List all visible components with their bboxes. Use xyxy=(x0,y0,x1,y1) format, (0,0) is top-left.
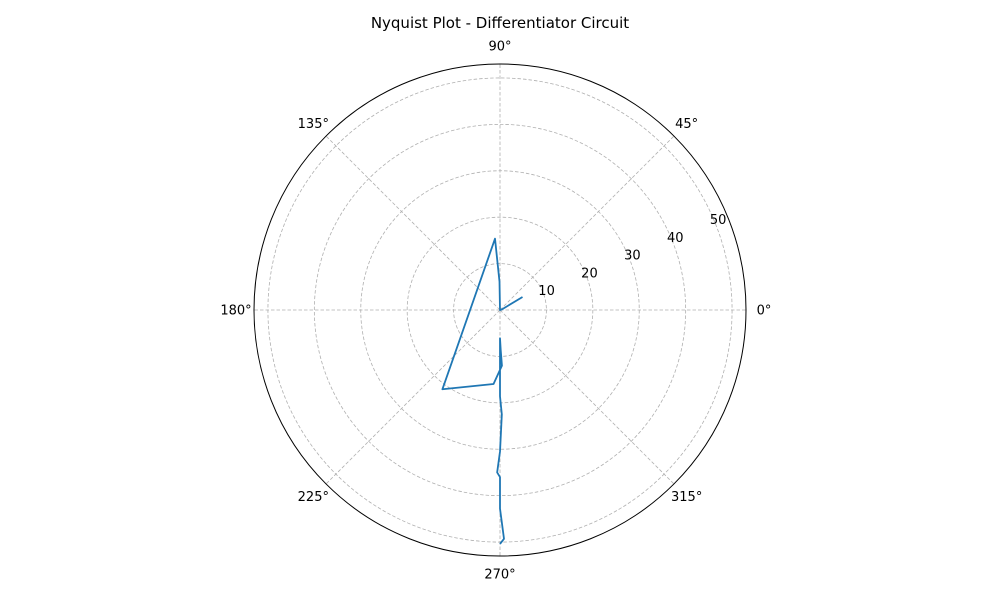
angular-tick-label: 45° xyxy=(675,117,698,132)
angular-gridline-3 xyxy=(325,135,501,311)
radial-tick-label: 50 xyxy=(710,213,727,228)
radial-tick-label: 20 xyxy=(581,266,598,281)
angular-gridline-7 xyxy=(499,309,675,485)
radial-tick-label: 10 xyxy=(538,284,555,299)
polar-grid xyxy=(253,63,747,557)
angular-tick-label: 135° xyxy=(298,117,329,132)
radial-gridline-4 xyxy=(267,77,733,543)
angular-tick-label: 0° xyxy=(757,304,772,319)
angular-tick-label: 225° xyxy=(298,490,329,505)
angular-tick-label: 90° xyxy=(488,40,511,55)
series-line-0 xyxy=(441,237,523,545)
radial-tick-label: 30 xyxy=(624,249,641,264)
angular-tick-label: 270° xyxy=(484,568,515,583)
angular-tick-label: 315° xyxy=(671,490,702,505)
angular-gridline-5 xyxy=(325,309,501,485)
angular-gridline-1 xyxy=(499,135,675,311)
radial-tick-label: 40 xyxy=(667,231,684,246)
tick-labels: 0° 45° 90° 135° 180° 225° 270° 315° 10 20 30 40 50 xyxy=(220,40,771,583)
angular-tick-label: 180° xyxy=(220,304,251,319)
series-layer xyxy=(441,237,523,545)
polar-frame xyxy=(253,63,747,557)
chart-title: Nyquist Plot - Differentiator Circuit xyxy=(371,14,629,32)
radial-gridline-2 xyxy=(360,170,640,450)
